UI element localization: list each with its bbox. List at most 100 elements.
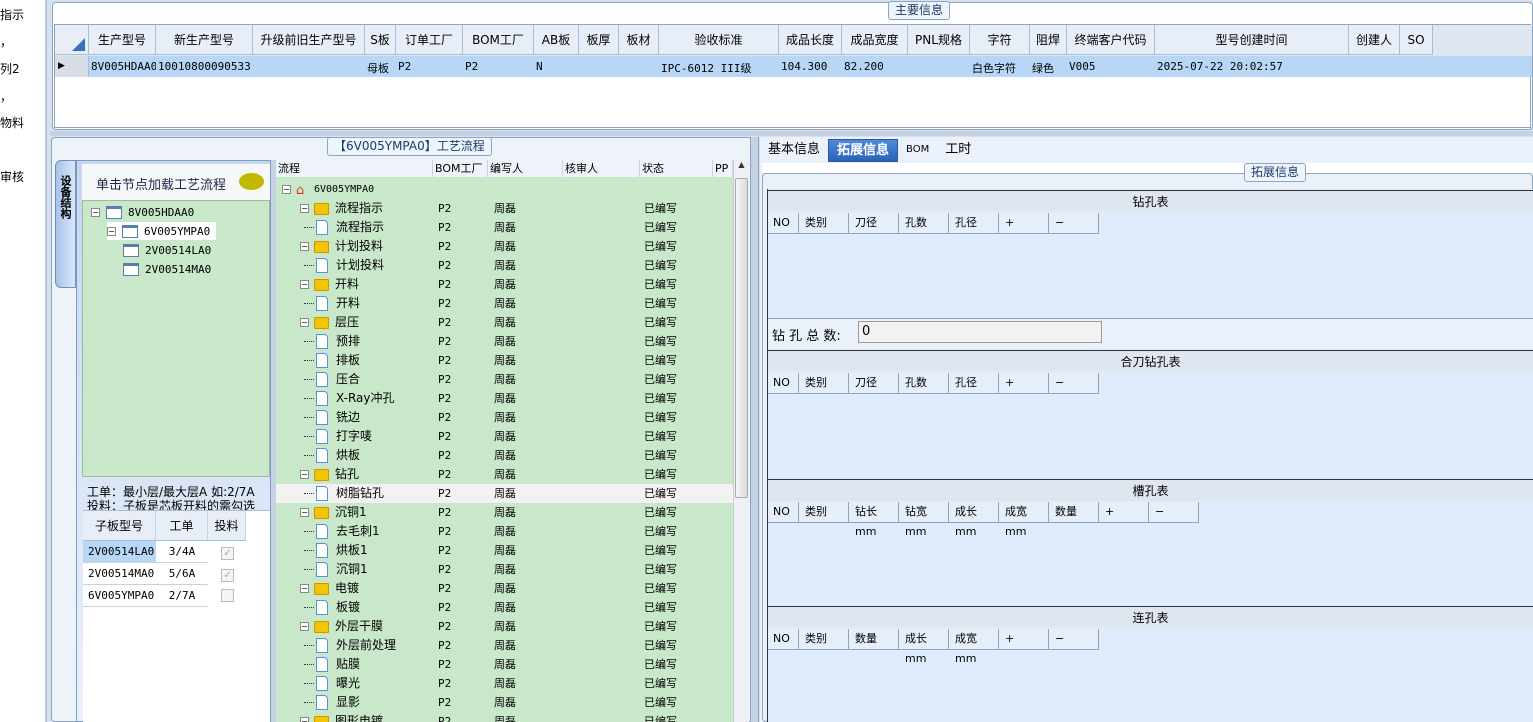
sub-board-model[interactable]: 6V005YMPA0 bbox=[83, 585, 156, 607]
vertical-splitter-right[interactable] bbox=[750, 137, 759, 722]
checkbox-icon[interactable]: ✓ bbox=[221, 547, 234, 560]
flow-row[interactable]: 去毛刺1 P2 周磊 已编写 bbox=[276, 522, 733, 541]
flow-row[interactable]: 开料 P2 周磊 已编写 bbox=[276, 294, 733, 313]
grid-corner[interactable] bbox=[55, 25, 89, 55]
sub-board-model[interactable]: 2V00514LA0 bbox=[83, 541, 156, 563]
column-header[interactable]: 型号创建时间 bbox=[1155, 25, 1349, 55]
flow-row[interactable]: 显影 P2 周磊 已编写 bbox=[276, 693, 733, 712]
column-header[interactable]: 板厚 bbox=[579, 25, 619, 55]
flow-row[interactable]: − 图形电镀 P2 周磊 已编写 bbox=[276, 712, 733, 722]
flow-row[interactable]: − 钻孔 P2 周磊 已编写 bbox=[276, 465, 733, 484]
table-cell[interactable]: 10010800090533 bbox=[158, 60, 251, 73]
column-header[interactable]: PNL规格 bbox=[908, 25, 970, 55]
flow-row[interactable]: 烘板 P2 周磊 已编写 bbox=[276, 446, 733, 465]
table-cell[interactable]: V005 bbox=[1069, 60, 1096, 73]
column-header[interactable]: 订单工厂 bbox=[396, 25, 463, 55]
table-cell[interactable]: N bbox=[536, 60, 543, 73]
flow-row[interactable]: 烘板1 P2 周磊 已编写 bbox=[276, 541, 733, 560]
add-row-button[interactable]: + bbox=[1099, 502, 1149, 523]
sub-board-order[interactable]: 2/7A bbox=[156, 585, 208, 607]
feed-checkbox[interactable]: ✓ bbox=[221, 545, 234, 560]
column-header[interactable]: 成长mm bbox=[949, 502, 999, 538]
flow-row[interactable]: 贴膜 P2 周磊 已编写 bbox=[276, 655, 733, 674]
flow-scrollbar[interactable]: ▲ bbox=[733, 160, 749, 722]
column-header[interactable]: 刀径 bbox=[849, 213, 899, 234]
table-cell[interactable]: 白色字符 bbox=[972, 62, 1016, 75]
column-header[interactable]: S板 bbox=[365, 25, 396, 55]
table-cell[interactable]: 8V005HDAA0 bbox=[91, 60, 156, 73]
checkbox-icon[interactable] bbox=[221, 589, 234, 602]
column-header[interactable]: 孔数 bbox=[899, 213, 949, 234]
column-header[interactable]: 升级前旧生产型号 bbox=[253, 25, 365, 55]
flow-row[interactable]: 树脂钻孔 P2 周磊 已编写 bbox=[276, 484, 733, 503]
column-header[interactable]: 终端客户代码 bbox=[1067, 25, 1155, 55]
tree-node[interactable]: − 6V005YMPA0 bbox=[107, 222, 217, 240]
table-cell[interactable]: 2025-07-22 20:02:57 bbox=[1157, 60, 1283, 73]
column-header[interactable]: 钻长mm bbox=[849, 502, 899, 538]
column-header[interactable]: 阻焊 bbox=[1030, 25, 1067, 55]
flow-row[interactable]: 板镀 P2 周磊 已编写 bbox=[276, 598, 733, 617]
flow-row[interactable]: 打字唛 P2 周磊 已编写 bbox=[276, 427, 733, 446]
column-header[interactable]: 成宽mm bbox=[999, 502, 1049, 538]
sub-board-order[interactable]: 3/4A bbox=[156, 541, 208, 563]
add-row-button[interactable]: + bbox=[999, 213, 1049, 234]
column-header[interactable]: NO bbox=[768, 629, 799, 650]
column-header[interactable]: 创建人 bbox=[1349, 25, 1400, 55]
column-header[interactable]: 类别 bbox=[799, 629, 849, 650]
column-header[interactable]: 状态 bbox=[640, 160, 713, 177]
column-header[interactable]: 刀径 bbox=[849, 373, 899, 394]
table-cell[interactable]: 母板 bbox=[367, 62, 389, 75]
sub-board-order[interactable]: 5/6A bbox=[156, 563, 208, 585]
column-header[interactable]: 生产型号 bbox=[89, 25, 156, 55]
column-header[interactable]: 成品长度 bbox=[779, 25, 842, 55]
collapse-icon[interactable]: − bbox=[282, 185, 291, 194]
collapse-icon[interactable]: − bbox=[300, 242, 309, 251]
flow-row[interactable]: − 外层干膜 P2 周磊 已编写 bbox=[276, 617, 733, 636]
flow-row[interactable]: 压合 P2 周磊 已编写 bbox=[276, 370, 733, 389]
collapse-icon[interactable]: − bbox=[300, 584, 309, 593]
column-header[interactable]: 类别 bbox=[799, 502, 849, 523]
collapse-icon[interactable]: − bbox=[300, 204, 309, 213]
remove-row-button[interactable]: − bbox=[1049, 213, 1099, 234]
column-header[interactable]: 子板型号 bbox=[83, 511, 156, 541]
drill-total-input[interactable]: 0 bbox=[858, 321, 1102, 343]
remove-row-button[interactable]: − bbox=[1049, 629, 1099, 650]
column-header[interactable]: 成品宽度 bbox=[842, 25, 908, 55]
tab-0[interactable]: 基本信息 bbox=[768, 142, 821, 157]
checkbox-icon[interactable]: ✓ bbox=[221, 569, 234, 582]
table-cell[interactable]: P2 bbox=[465, 60, 479, 73]
tab-2[interactable]: BOM bbox=[906, 144, 930, 155]
tree-node[interactable]: 2V00514LA0 bbox=[123, 241, 211, 259]
column-header[interactable]: 新生产型号 bbox=[156, 25, 253, 55]
collapse-icon[interactable]: − bbox=[91, 207, 100, 217]
column-header[interactable]: 钻宽mm bbox=[899, 502, 949, 538]
column-header[interactable]: 字符 bbox=[970, 25, 1030, 55]
column-header[interactable]: 成宽mm bbox=[949, 629, 999, 665]
tree-node[interactable]: 2V00514MA0 bbox=[123, 260, 211, 278]
left-menu-item[interactable]: 列2 bbox=[0, 62, 20, 76]
column-header[interactable]: BOM工厂 bbox=[463, 25, 534, 55]
left-menu-item[interactable]: ， bbox=[0, 90, 13, 104]
flow-row[interactable]: 流程指示 P2 周磊 已编写 bbox=[276, 218, 733, 237]
collapse-icon[interactable]: − bbox=[300, 717, 309, 722]
tree-node[interactable]: − 8V005HDAA0 bbox=[91, 203, 194, 221]
flow-row[interactable]: 计划投料 P2 周磊 已编写 bbox=[276, 256, 733, 275]
collapse-icon[interactable]: − bbox=[300, 508, 309, 517]
collapse-icon[interactable]: − bbox=[300, 280, 309, 289]
column-header[interactable]: 类别 bbox=[799, 373, 849, 394]
column-header[interactable]: 核审人 bbox=[563, 160, 640, 177]
column-header[interactable]: 类别 bbox=[799, 213, 849, 234]
flow-row[interactable]: 沉铜1 P2 周磊 已编写 bbox=[276, 560, 733, 579]
left-menu-item[interactable]: 指示 bbox=[0, 8, 25, 22]
flow-row[interactable]: X-Ray冲孔 P2 周磊 已编写 bbox=[276, 389, 733, 408]
left-menu-item[interactable]: ， bbox=[0, 35, 13, 49]
flow-row[interactable]: − 电镀 P2 周磊 已编写 bbox=[276, 579, 733, 598]
flow-row[interactable]: − 流程指示 P2 周磊 已编写 bbox=[276, 199, 733, 218]
table-cell[interactable]: 绿色 bbox=[1032, 62, 1054, 75]
column-header[interactable]: 流程 bbox=[276, 160, 433, 177]
left-menu-item[interactable]: 物料 bbox=[0, 116, 25, 130]
flow-row[interactable]: 铣边 P2 周磊 已编写 bbox=[276, 408, 733, 427]
flow-row[interactable]: − 沉铜1 P2 周磊 已编写 bbox=[276, 503, 733, 522]
vertical-splitter[interactable] bbox=[271, 160, 276, 722]
column-header[interactable]: 孔径 bbox=[949, 213, 999, 234]
